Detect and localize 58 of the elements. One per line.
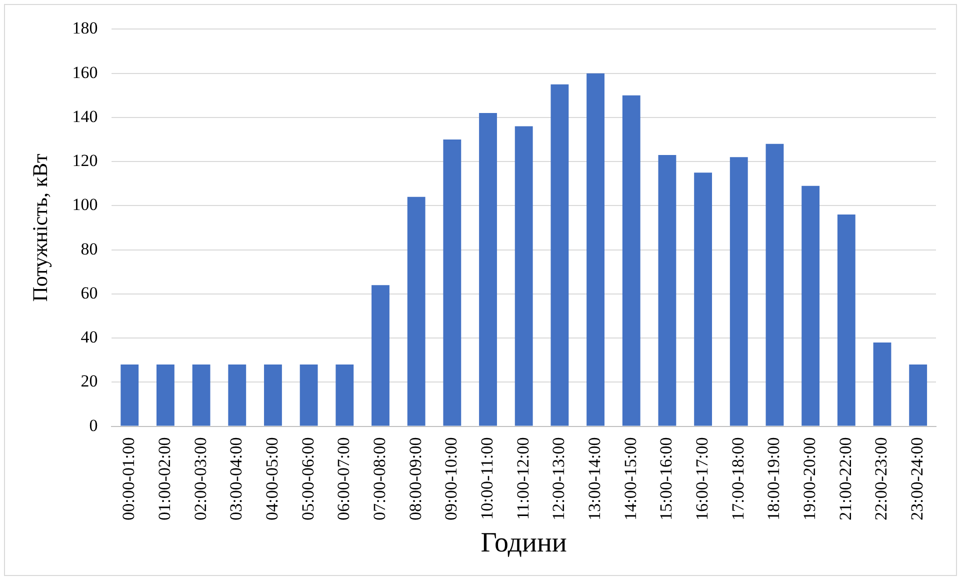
x-tick-label: 05:00-06:00 — [298, 437, 318, 520]
bar — [372, 285, 390, 426]
x-tick-label: 02:00-03:00 — [190, 437, 210, 520]
bar — [407, 196, 426, 426]
y-tick-label: 100 — [72, 195, 98, 214]
bar — [622, 95, 640, 426]
x-tick-label: 06:00-07:00 — [334, 437, 354, 520]
bar — [837, 214, 856, 426]
x-tick-label: 12:00-13:00 — [549, 437, 568, 520]
bar — [802, 186, 820, 426]
x-tick-label: 17:00-18:00 — [728, 437, 748, 520]
x-tick-label: 08:00-09:00 — [406, 437, 425, 520]
bar — [228, 364, 246, 426]
y-tick-label: 0 — [89, 416, 98, 435]
x-tick-label: 00:00-01:00 — [119, 437, 138, 520]
y-tick-label: 120 — [72, 151, 98, 170]
bar — [694, 172, 712, 426]
x-tick-label: 13:00-14:00 — [584, 437, 604, 520]
x-axis-title: Години — [480, 528, 567, 559]
bar — [443, 140, 462, 426]
x-tick-label: 23:00-24:00 — [908, 437, 927, 520]
x-tick-label: 04:00-05:00 — [262, 437, 282, 520]
bar — [336, 364, 354, 426]
bar — [658, 154, 676, 426]
y-tick-label: 160 — [72, 62, 98, 82]
bar — [120, 364, 139, 426]
bar — [514, 126, 533, 426]
bar — [909, 364, 928, 426]
x-tick-label: 16:00-17:00 — [692, 437, 712, 520]
bar — [192, 364, 210, 426]
bar — [586, 73, 604, 426]
x-tick-label: 03:00-04:00 — [226, 437, 246, 520]
x-tick-label: 22:00-23:00 — [872, 437, 891, 520]
x-tick-label: 19:00-20:00 — [800, 437, 820, 520]
x-tick-label: 09:00-10:00 — [442, 437, 461, 520]
bar — [479, 113, 497, 426]
bar — [264, 364, 282, 426]
bar — [156, 364, 174, 426]
y-tick-label: 60 — [80, 283, 98, 302]
y-tick-label: 180 — [72, 18, 98, 38]
x-tick-label: 14:00-15:00 — [620, 437, 640, 520]
x-tick-label: 18:00-19:00 — [764, 437, 784, 520]
bar — [730, 157, 748, 426]
x-tick-label: 10:00-11:00 — [477, 437, 496, 520]
y-tick-label: 40 — [80, 328, 98, 347]
x-tick-label: 01:00-02:00 — [154, 437, 174, 520]
y-tick-label: 80 — [80, 239, 98, 258]
x-tick-label: 11:00-12:00 — [513, 437, 532, 520]
bar — [873, 342, 892, 426]
y-axis-title: Потужність, кВт — [28, 154, 52, 302]
y-tick-label: 140 — [72, 106, 98, 126]
bar — [550, 84, 569, 426]
x-tick-label: 07:00-08:00 — [370, 437, 389, 520]
y-tick-label: 20 — [80, 372, 98, 391]
bar — [766, 144, 784, 426]
bar — [300, 364, 318, 426]
x-tick-label: 21:00-22:00 — [836, 437, 855, 520]
x-tick-label: 15:00-16:00 — [656, 437, 676, 520]
